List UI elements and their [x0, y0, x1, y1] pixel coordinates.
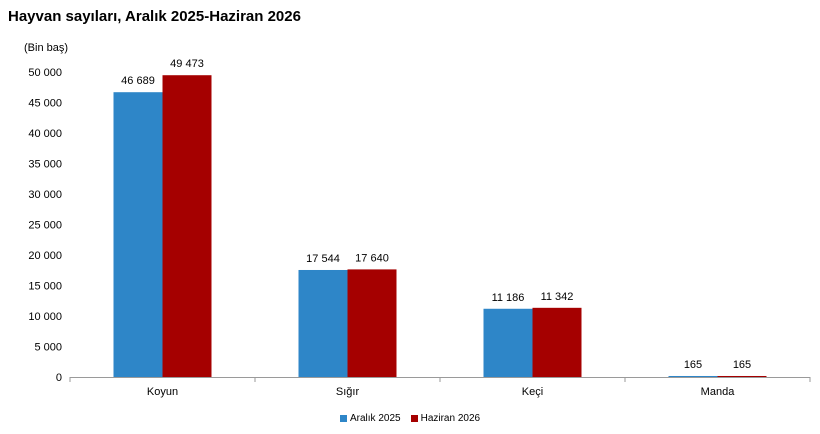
chart-title: Hayvan sayıları, Aralık 2025-Haziran 202… — [8, 8, 301, 25]
y-tick-label: 5 000 — [34, 342, 62, 354]
y-tick-label: 25 000 — [28, 220, 62, 232]
bar — [347, 269, 397, 377]
data-label: 11 186 — [492, 292, 525, 304]
x-tick-label: Sığır — [336, 386, 360, 398]
bar — [162, 75, 212, 378]
y-tick-label: 15 000 — [28, 281, 62, 293]
y-tick-label: 10 000 — [28, 311, 62, 323]
bar — [532, 307, 582, 377]
y-tick-label: 50 000 — [28, 67, 62, 79]
data-label: 46 689 — [121, 75, 155, 87]
bar — [483, 308, 533, 377]
legend-swatch-series-1 — [340, 415, 347, 422]
y-tick-label: 40 000 — [28, 128, 62, 140]
x-tick-label: Keçi — [522, 386, 543, 398]
data-label: 165 — [733, 359, 751, 371]
legend-item-series-1: Aralık 2025 — [340, 413, 401, 424]
legend-label-series-1: Aralık 2025 — [350, 413, 401, 424]
y-tick-label: 35 000 — [28, 159, 62, 171]
y-tick-label: 45 000 — [28, 98, 62, 110]
bar — [717, 375, 767, 377]
x-tick-label: Manda — [701, 386, 736, 398]
data-label: 17 640 — [355, 252, 389, 264]
y-tick-label: 30 000 — [28, 189, 62, 201]
data-label: 49 473 — [170, 58, 204, 70]
data-label: 11 342 — [541, 291, 574, 303]
legend-swatch-series-2 — [410, 415, 418, 422]
bar — [113, 92, 163, 378]
y-axis-unit-label: (Bin baş) — [24, 42, 69, 54]
data-label: 17 544 — [306, 253, 340, 265]
y-tick-label: 0 — [56, 372, 62, 384]
legend-item-series-2: Haziran 2026 — [410, 413, 481, 424]
bar — [668, 375, 718, 377]
data-label: 165 — [684, 359, 702, 371]
legend-label-series-2: Haziran 2026 — [420, 413, 481, 424]
x-tick-label: Koyun — [147, 386, 178, 398]
y-tick-label: 20 000 — [28, 250, 62, 262]
legend: Aralık 2025 Haziran 2026 — [340, 413, 490, 424]
bar — [298, 269, 348, 377]
